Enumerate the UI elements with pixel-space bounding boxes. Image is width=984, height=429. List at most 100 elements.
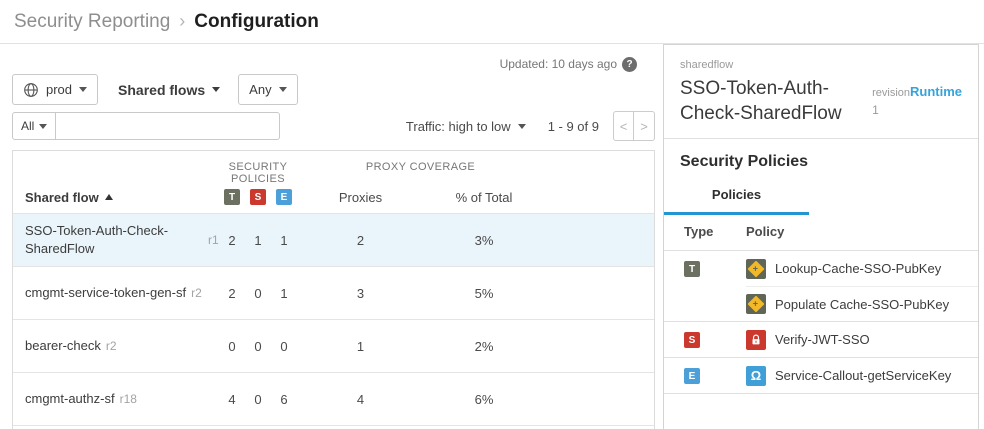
column-proxies: Proxies: [338, 189, 383, 205]
updated-timestamp: Updated: 10 days ago: [499, 57, 617, 71]
s-count: 0: [254, 391, 262, 407]
e-count: 1: [280, 285, 288, 301]
flow-name: cmgmt-service-token-gen-sf: [25, 284, 187, 300]
chevron-left-icon: <: [619, 118, 628, 134]
page-title: Configuration: [194, 10, 319, 32]
pct-of-total: 6%: [474, 391, 494, 407]
search-input[interactable]: [56, 112, 281, 140]
policy-row[interactable]: + Lookup-Cache-SSO-PubKey: [746, 251, 978, 286]
t-count: 4: [228, 391, 236, 407]
shared-flows-table: SECURITY POLICIES PROXY COVERAGE Shared …: [12, 150, 655, 429]
t-count: 0: [228, 338, 236, 354]
cache-icon: +: [746, 294, 766, 315]
security-policies-group-header: SECURITY POLICIES: [228, 161, 288, 185]
proxies-count: 2: [356, 232, 365, 248]
proxies-count: 1: [356, 338, 365, 354]
policy-group-security: S Verify-JWT-SSO: [664, 322, 978, 359]
e-count: 1: [280, 232, 288, 248]
chevron-right-icon: >: [640, 118, 648, 134]
flow-name: bearer-check: [25, 337, 101, 353]
traffic-mgmt-badge-icon: T: [224, 189, 240, 205]
flow-revision: r2: [105, 339, 117, 353]
policy-group-extension: E Ω Service-Callout-getServiceKey: [664, 358, 978, 395]
pct-of-total: 5%: [474, 285, 494, 301]
breadcrumb: Security Reporting › Configuration: [0, 0, 984, 44]
policy-name: Verify-JWT-SSO: [775, 332, 870, 348]
policy-name: Lookup-Cache-SSO-PubKey: [775, 261, 942, 277]
any-filter-label: Any: [249, 82, 272, 97]
environment-dropdown[interactable]: prod: [12, 74, 99, 105]
service-callout-icon: Ω: [746, 365, 766, 386]
breadcrumb-security-reporting[interactable]: Security Reporting: [14, 10, 171, 32]
flow-revision: r2: [191, 286, 202, 300]
detail-title: SSO-Token-Auth-Check-SharedFlow: [680, 78, 842, 124]
revision-number: 1: [872, 103, 879, 117]
entity-kind-label: sharedflow: [680, 59, 734, 71]
table-row[interactable]: cmgmt-service-token-gen-sf r2 2 0 1 3 5%: [13, 266, 654, 319]
column-shared-flow[interactable]: Shared flow: [13, 190, 219, 205]
traffic-mgmt-badge-icon: T: [684, 261, 700, 278]
caret-down-icon: [79, 87, 88, 92]
breadcrumb-separator-icon: ›: [179, 11, 186, 31]
policy-name: Populate Cache-SSO-PubKey: [775, 296, 950, 312]
revision-label: revision: [872, 87, 910, 99]
report-section: Updated: 10 days ago ? prod Shared flows…: [0, 44, 663, 429]
flow-name: SSO-Token-Auth-Check-SharedFlow: [25, 222, 169, 256]
extension-badge-icon: E: [276, 189, 292, 205]
flow-name: cmgmt-authz-sf: [25, 390, 115, 406]
pagination-range: 1 - 9 of 9: [547, 118, 599, 134]
prev-page-button[interactable]: <: [613, 111, 634, 141]
tab-bar: Policies: [664, 187, 962, 216]
detail-panel: sharedflow SSO-Token-Auth-Check-SharedFl…: [663, 44, 979, 429]
extension-badge-icon: E: [684, 368, 700, 385]
caret-down-icon: [517, 123, 526, 129]
table-row[interactable]: cmgmt-authz-sf r18 4 0 6 4 6%: [13, 372, 654, 425]
caret-down-icon: [39, 123, 48, 129]
security-policies-heading: Security Policies: [680, 153, 809, 171]
runtime-link[interactable]: Runtime: [910, 84, 962, 99]
any-filter-dropdown[interactable]: Any: [238, 74, 298, 105]
tab-policies[interactable]: Policies: [664, 187, 809, 216]
e-count: 6: [280, 391, 288, 407]
policy-row[interactable]: Verify-JWT-SSO: [746, 322, 978, 357]
column-pct-of-total: % of Total: [455, 189, 513, 205]
policy-row[interactable]: Ω Service-Callout-getServiceKey: [746, 358, 978, 393]
cache-icon: +: [746, 258, 766, 279]
next-page-button[interactable]: >: [634, 111, 655, 141]
proxies-count: 3: [356, 285, 365, 301]
sort-asc-icon: [104, 194, 113, 200]
s-count: 0: [254, 338, 262, 354]
search-scope-dropdown[interactable]: All: [12, 112, 57, 140]
environment-label: prod: [46, 82, 73, 97]
pct-of-total: 3%: [474, 232, 494, 248]
policy-group-traffic: T + Lookup-Cache-SSO-PubKey + Populate C…: [664, 251, 978, 323]
security-badge-icon: S: [684, 332, 700, 349]
flow-revision: r1: [208, 233, 219, 247]
help-icon[interactable]: ?: [622, 56, 637, 72]
entity-type-label: Shared flows: [118, 81, 206, 98]
security-badge-icon: S: [250, 189, 266, 205]
lock-icon: [746, 329, 766, 350]
column-policy: Policy: [746, 224, 785, 240]
table-row[interactable]: [13, 425, 654, 429]
flow-revision: r18: [119, 392, 137, 406]
proxy-coverage-group-header: PROXY COVERAGE: [365, 161, 476, 173]
policy-row[interactable]: + Populate Cache-SSO-PubKey: [746, 286, 978, 321]
caret-down-icon: [212, 87, 221, 92]
search-scope-label: All: [21, 119, 35, 133]
s-count: 0: [254, 285, 262, 301]
column-type: Type: [684, 224, 714, 240]
policies-table: Type Policy T + Lookup-Cache-SSO-PubKey …: [664, 215, 978, 395]
globe-icon: [23, 82, 39, 98]
table-row[interactable]: bearer-check r2 0 0 0 1 2%: [13, 319, 654, 372]
table-row[interactable]: SSO-Token-Auth-Check-SharedFlow r1 2 1 1…: [13, 213, 654, 266]
t-count: 2: [228, 232, 236, 248]
caret-down-icon: [278, 87, 287, 92]
e-count: 0: [280, 338, 288, 354]
traffic-sort-dropdown[interactable]: Traffic: high to low: [406, 119, 526, 134]
policy-name: Service-Callout-getServiceKey: [775, 368, 952, 384]
s-count: 1: [254, 232, 262, 248]
entity-type-dropdown[interactable]: Shared flows: [118, 81, 221, 98]
t-count: 2: [228, 285, 236, 301]
traffic-sort-label: Traffic: high to low: [405, 118, 511, 134]
